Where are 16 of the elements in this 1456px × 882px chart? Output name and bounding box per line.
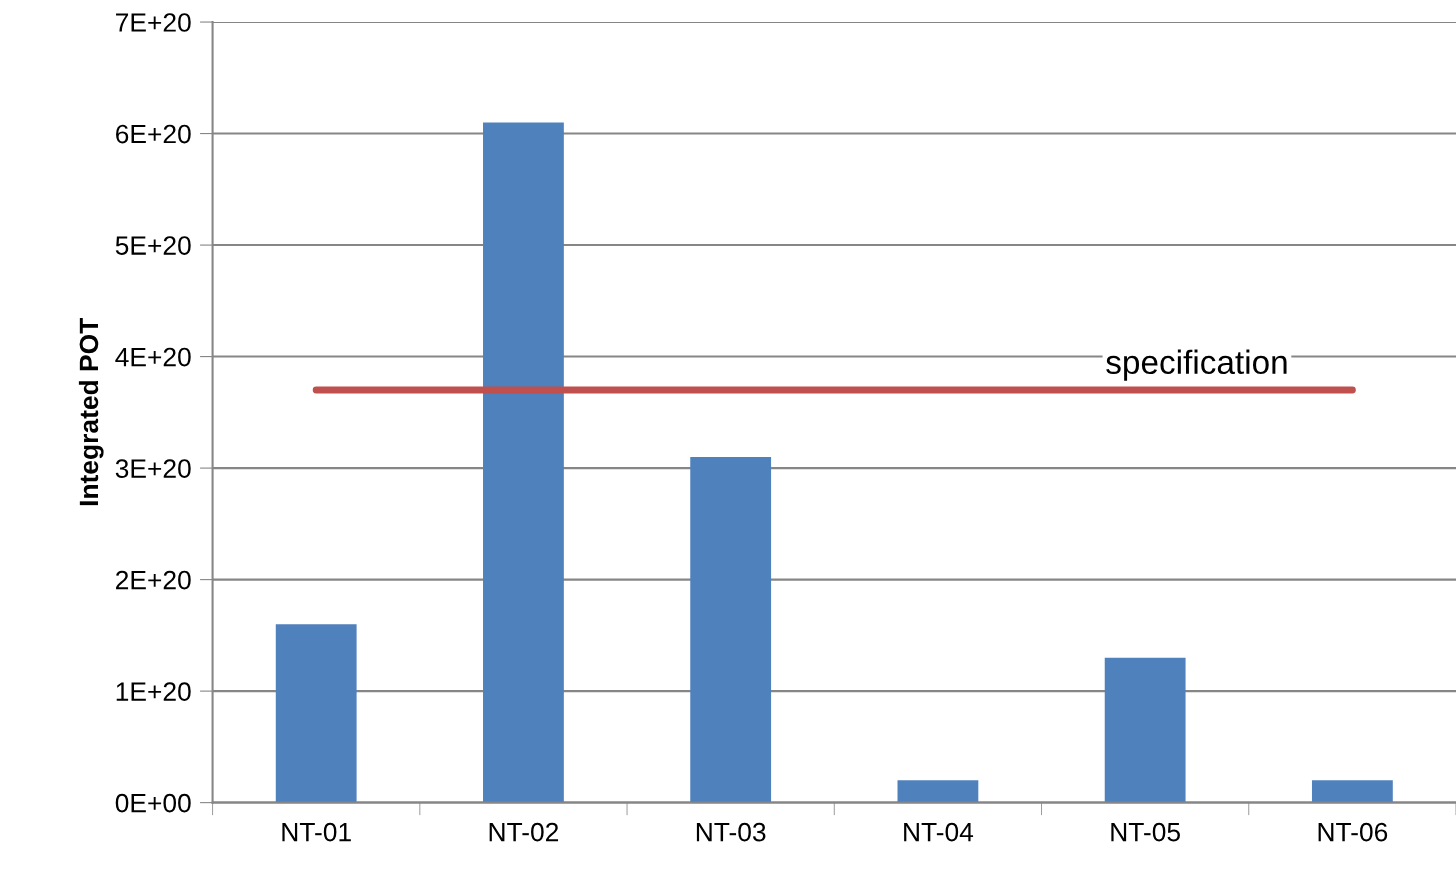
y-tick-label: 7E+20 <box>116 13 191 32</box>
y-tick-label: 5E+20 <box>115 236 191 255</box>
y-tick-label: 4E+20 <box>115 347 191 367</box>
x-tick-label: NT-04 <box>904 822 974 842</box>
y-tick-label: 0E+00 <box>115 793 191 813</box>
y-tick-label: 3E+20 <box>115 459 191 478</box>
x-tick-label: NT-02 <box>489 822 559 842</box>
x-tick-label: NT-06 <box>1318 822 1388 842</box>
y-tick-label: 1E+20 <box>116 682 191 701</box>
y-tick-label: 2E+20 <box>116 570 191 590</box>
x-tick-label: NT-05 <box>1111 822 1180 842</box>
y-axis-title: Integrated POT <box>78 318 104 506</box>
y-tick-label: 6E+20 <box>116 124 191 144</box>
x-tick-label: NT-01 <box>282 822 351 842</box>
ref-line-label: specification <box>1106 349 1287 381</box>
x-tick-label: NT-03 <box>696 822 766 842</box>
